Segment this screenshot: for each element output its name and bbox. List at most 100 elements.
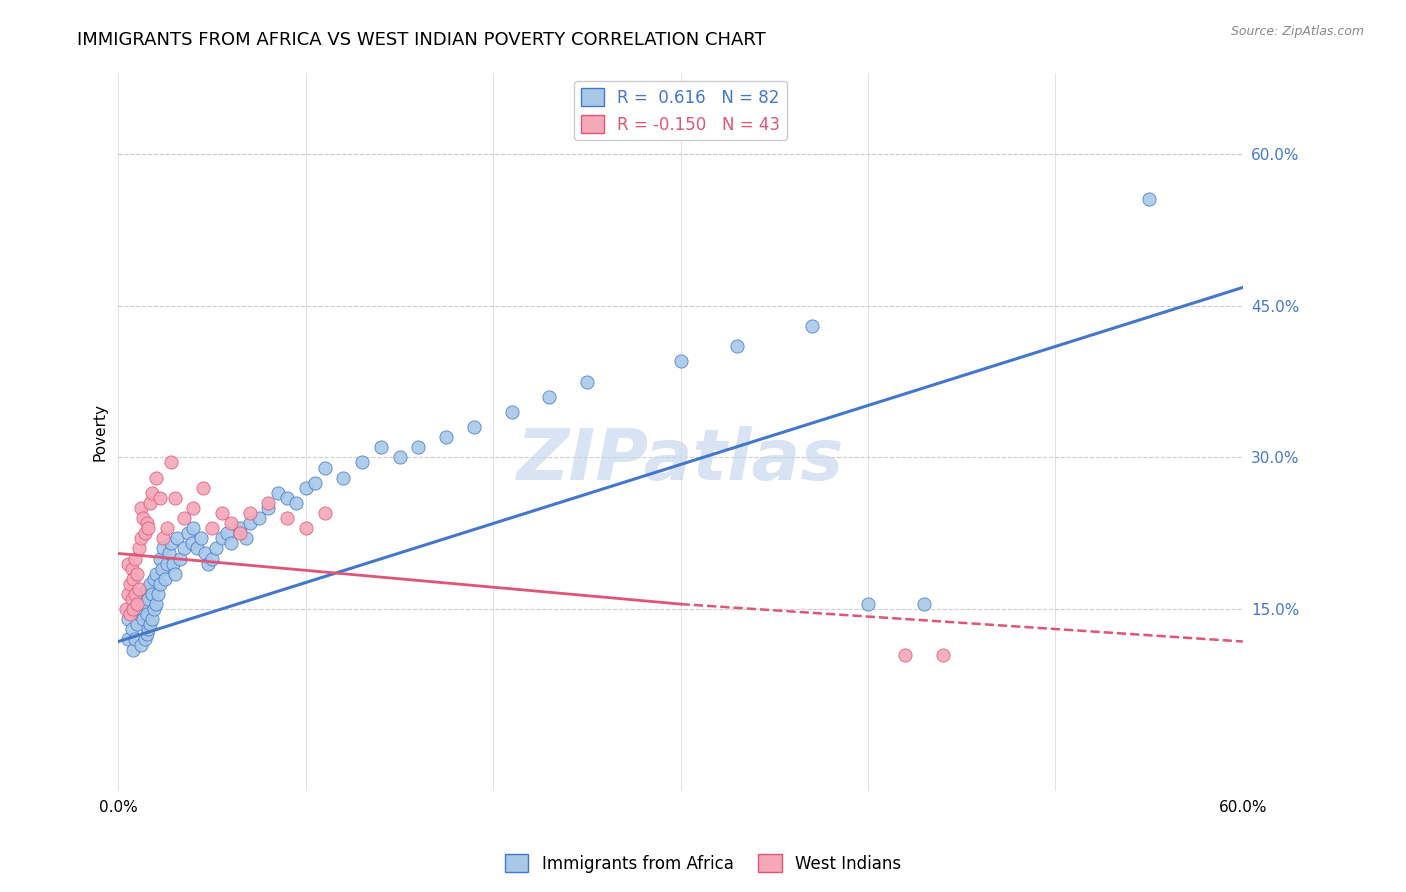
Text: IMMIGRANTS FROM AFRICA VS WEST INDIAN POVERTY CORRELATION CHART: IMMIGRANTS FROM AFRICA VS WEST INDIAN PO…: [77, 31, 766, 49]
Point: [143, 572, 166, 586]
Point: [115, 602, 138, 616]
Point: [138, 592, 160, 607]
Point: [205, 541, 228, 556]
Point: [183, 521, 205, 535]
Point: [134, 526, 156, 541]
Point: [128, 607, 150, 622]
Point: [145, 470, 167, 484]
Point: [180, 536, 202, 550]
Point: [146, 587, 169, 601]
Point: [894, 648, 917, 662]
Point: [122, 642, 145, 657]
Point: [800, 318, 823, 333]
Point: [132, 612, 155, 626]
Point: [134, 632, 156, 647]
Point: [370, 440, 392, 454]
Point: [135, 582, 157, 596]
Point: [183, 500, 205, 515]
Point: [211, 532, 233, 546]
Point: [406, 440, 429, 454]
Point: [139, 577, 162, 591]
Point: [295, 481, 318, 495]
Point: [314, 506, 336, 520]
Legend: Immigrants from Africa, West Indians: Immigrants from Africa, West Indians: [498, 847, 908, 880]
Point: [143, 602, 166, 616]
Point: [117, 557, 139, 571]
Point: [177, 526, 200, 541]
Point: [1137, 193, 1160, 207]
Point: [160, 536, 183, 550]
Point: [332, 470, 354, 484]
Point: [169, 551, 191, 566]
Point: [117, 632, 139, 647]
Point: [575, 375, 598, 389]
Point: [295, 521, 318, 535]
Legend: R =  0.616   N = 82, R = -0.150   N = 43: R = 0.616 N = 82, R = -0.150 N = 43: [574, 81, 787, 140]
Point: [152, 541, 174, 556]
Point: [160, 455, 183, 469]
Point: [155, 572, 177, 586]
Point: [135, 627, 157, 641]
Point: [173, 541, 195, 556]
Point: [149, 551, 172, 566]
Point: [121, 592, 143, 607]
Point: [501, 405, 523, 419]
Point: [538, 390, 561, 404]
Point: [134, 597, 156, 611]
Point: [149, 491, 172, 505]
Point: [124, 551, 146, 566]
Point: [219, 536, 242, 550]
Point: [128, 582, 150, 596]
Point: [129, 500, 152, 515]
Point: [267, 485, 290, 500]
Point: [117, 612, 139, 626]
Point: [463, 420, 485, 434]
Point: [128, 541, 150, 556]
Text: Source: ZipAtlas.com: Source: ZipAtlas.com: [1230, 25, 1364, 38]
Point: [135, 607, 157, 622]
Point: [201, 551, 224, 566]
Point: [129, 602, 152, 616]
Point: [257, 500, 280, 515]
Point: [186, 541, 208, 556]
Point: [304, 475, 326, 490]
Point: [276, 491, 298, 505]
Point: [117, 587, 139, 601]
Point: [669, 354, 692, 368]
Point: [201, 521, 224, 535]
Point: [122, 572, 145, 586]
Point: [118, 577, 141, 591]
Point: [135, 516, 157, 530]
Point: [194, 547, 217, 561]
Point: [162, 557, 184, 571]
Point: [314, 460, 336, 475]
Point: [138, 521, 160, 535]
Point: [141, 587, 163, 601]
Point: [129, 532, 152, 546]
Point: [229, 521, 252, 535]
Point: [127, 566, 149, 581]
Point: [725, 339, 748, 353]
Point: [127, 597, 149, 611]
Text: ZIPatlas: ZIPatlas: [517, 426, 844, 495]
Point: [156, 521, 179, 535]
Point: [150, 562, 173, 576]
Point: [166, 532, 188, 546]
Point: [139, 617, 162, 632]
Point: [434, 430, 457, 444]
Point: [156, 557, 179, 571]
Point: [132, 511, 155, 525]
Point: [912, 597, 935, 611]
Point: [211, 506, 233, 520]
Point: [219, 516, 242, 530]
Point: [235, 532, 257, 546]
Point: [138, 623, 160, 637]
Point: [139, 496, 162, 510]
Point: [145, 566, 167, 581]
Point: [285, 496, 308, 510]
Point: [127, 617, 149, 632]
Point: [217, 526, 239, 541]
Point: [191, 481, 214, 495]
Point: [190, 532, 212, 546]
Point: [173, 511, 195, 525]
